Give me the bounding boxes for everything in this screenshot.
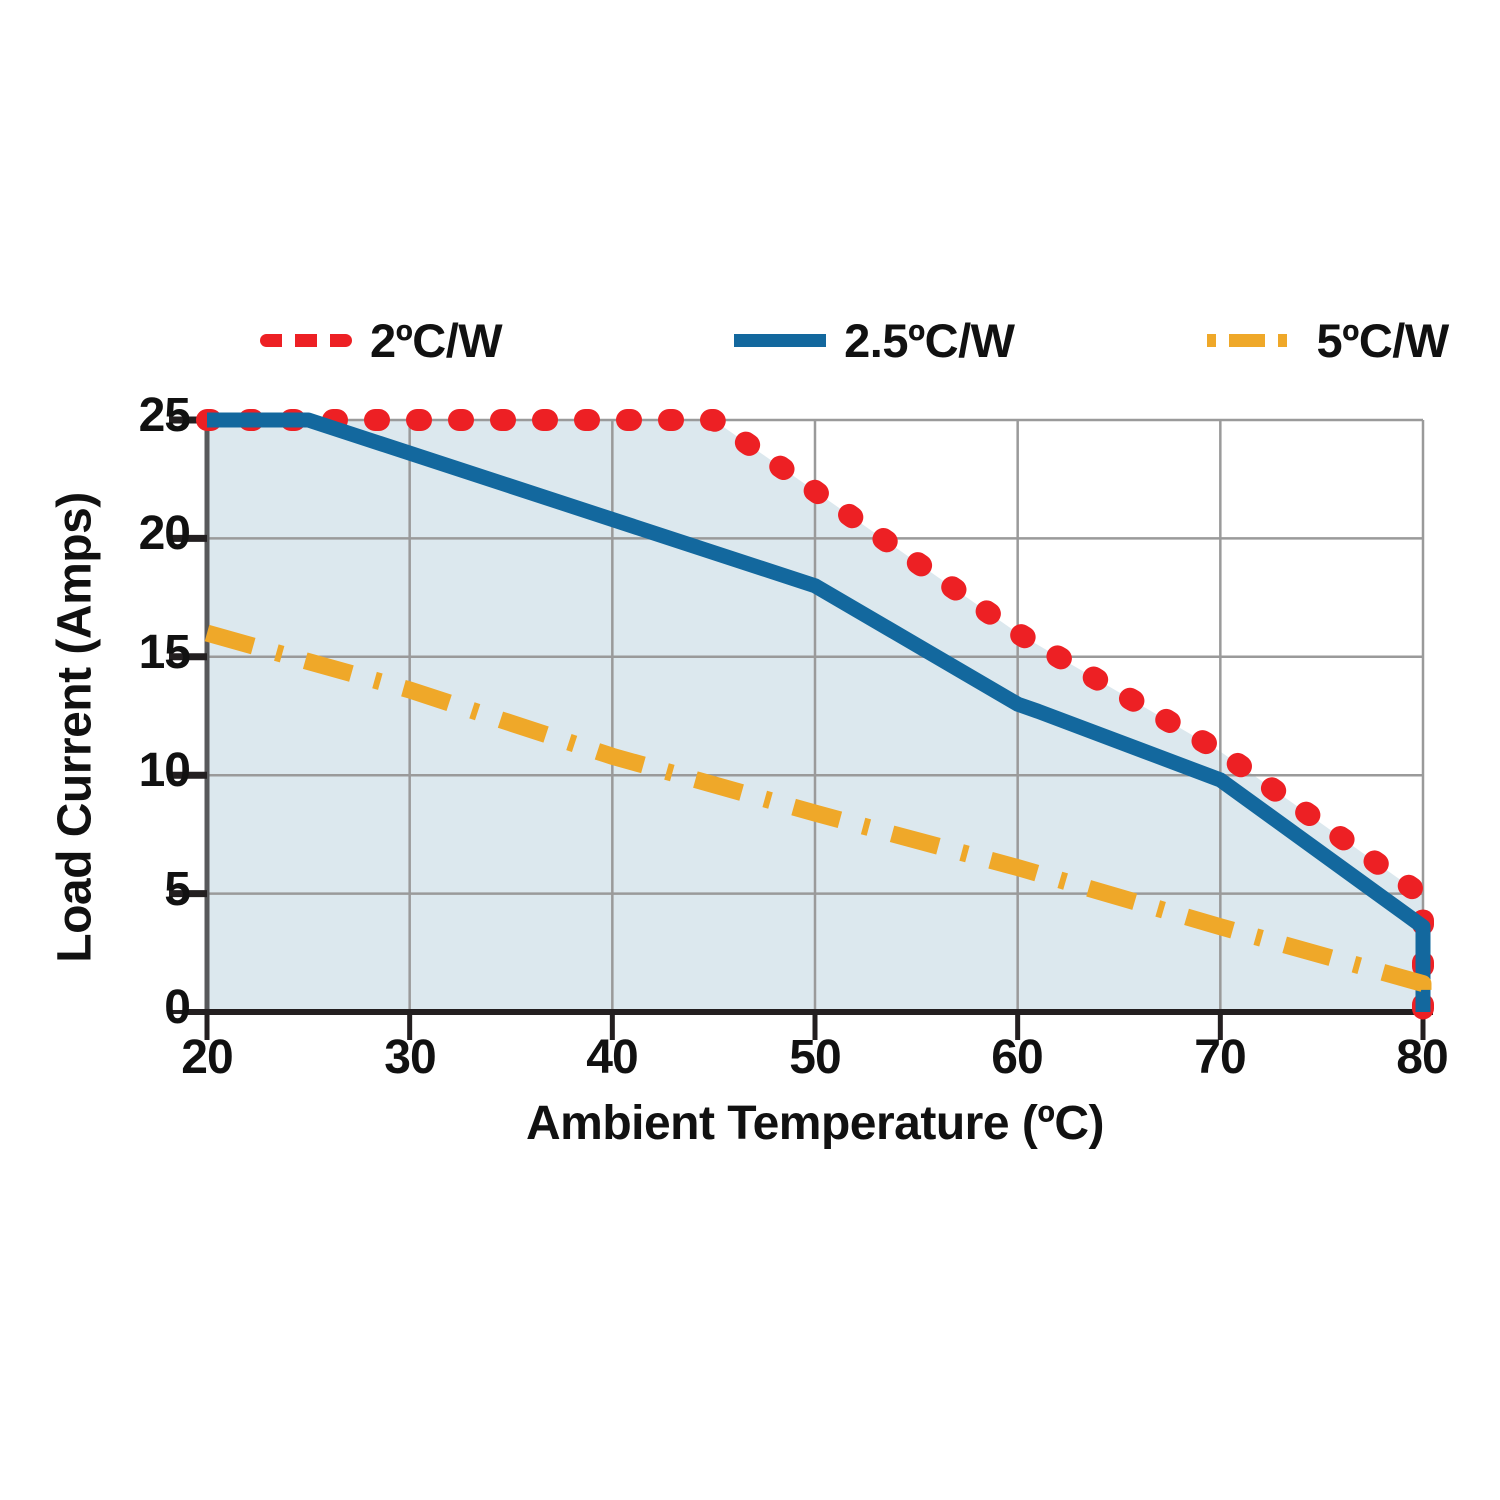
x-tick-label-70: 70 <box>1194 1031 1246 1084</box>
x-tick-label-40: 40 <box>586 1031 638 1084</box>
legend-item-5cw: 5ºC/W <box>1206 313 1450 368</box>
y-tick-label-0: 0 <box>164 981 191 1034</box>
series-line-1 <box>207 412 1431 1012</box>
y-axis-title: Load Current (Amps) <box>48 492 102 963</box>
x-axis-title: Ambient Temperature (ºC) <box>525 1097 1105 1150</box>
y-tick-label-5: 5 <box>164 863 191 916</box>
series-line-2 <box>204 624 1432 1012</box>
legend-label-25cw: 2.5ºC/W <box>844 313 1015 367</box>
chart-legend: 2ºC/W 2.5ºC/W 5ºC/W <box>250 305 1449 375</box>
x-tick-label-50: 50 <box>789 1031 841 1084</box>
series-line-0 <box>196 409 1434 1023</box>
legend-label-2cw: 2ºC/W <box>370 313 503 367</box>
solid-line-swatch-icon <box>734 333 827 347</box>
x-tick-label-20: 20 <box>181 1031 233 1084</box>
x-tick-label-80: 80 <box>1396 1031 1448 1084</box>
y-tick-label-25: 25 <box>138 389 191 442</box>
y-tick-label-20: 20 <box>138 507 191 560</box>
legend-item-25cw: 2.5ºC/W <box>734 313 1015 368</box>
y-tick-label-15: 15 <box>138 626 191 679</box>
dotted-line-swatch-icon <box>260 333 352 347</box>
legend-label-5cw: 5ºC/W <box>1316 313 1450 367</box>
x-tick-label-30: 30 <box>384 1031 436 1084</box>
y-tick-label-10: 10 <box>138 744 191 797</box>
data-series <box>196 409 1434 1023</box>
dash-dot-line-swatch-icon <box>1206 333 1299 347</box>
legend-item-2cw: 2ºC/W <box>260 313 503 368</box>
axis-lines <box>169 416 1433 1040</box>
x-tick-label-60: 60 <box>991 1031 1043 1084</box>
